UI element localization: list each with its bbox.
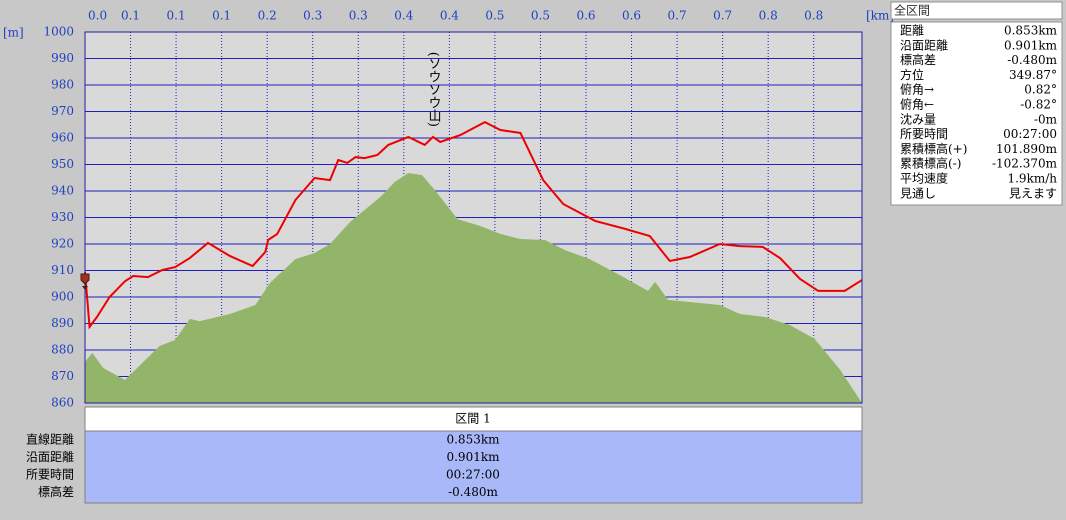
summary-label: 俯角→ — [900, 82, 934, 97]
summary-value: -0.480m — [1007, 53, 1057, 67]
summary-title-box — [890, 1, 1063, 20]
plot: (ソウソウ山) — [84, 31, 863, 404]
summary-value: -0.82° — [1020, 98, 1057, 112]
summary-value: 0.901km — [1004, 38, 1058, 52]
y-tick-label: 980 — [51, 78, 74, 92]
x-tick-label: 0.5 — [485, 9, 504, 23]
summary-value: 349.87° — [1009, 68, 1057, 82]
section-value: 0.853km — [446, 433, 500, 447]
section-header-box — [84, 406, 863, 432]
x-tick-label: 0.8 — [759, 9, 778, 23]
summary-label: 所要時間 — [900, 127, 948, 141]
summary-title: 全区間 — [894, 3, 930, 18]
summary-value: 00:27:00 — [1003, 127, 1057, 141]
y-tick-label: 920 — [51, 237, 74, 251]
section-value: 0.901km — [446, 450, 500, 464]
x-tick-label: 0.7 — [713, 9, 732, 23]
section-value: -0.480m — [448, 485, 498, 499]
x-tick-label: 0.4 — [394, 9, 413, 23]
summary-label: 累積標高(+) — [900, 141, 967, 156]
start-marker — [80, 273, 90, 290]
section-values-box — [84, 430, 863, 504]
summary-label: 標高差 — [900, 52, 936, 67]
y-tick-label: 890 — [51, 316, 74, 330]
summary-label: 見通し — [900, 186, 936, 200]
summary-label: 沈み量 — [900, 111, 936, 126]
y-tick-label: 990 — [51, 51, 74, 65]
y-tick-label: 960 — [51, 131, 74, 145]
y-tick-label: 950 — [51, 157, 74, 171]
x-tick-label: 0.0 — [88, 9, 107, 23]
section-label: 直線距離 — [26, 432, 74, 447]
terrain-area — [85, 172, 862, 403]
x-tick-label: 0.4 — [440, 9, 459, 23]
x-tick-label: 0.8 — [804, 9, 823, 23]
x-tick-label: 0.6 — [622, 9, 641, 23]
summary-value: 見えます — [1009, 186, 1057, 200]
summary-value: -0m — [1034, 112, 1058, 126]
section-label: 沿面距離 — [26, 450, 74, 464]
x-tick-label: 0.5 — [531, 9, 550, 23]
y-tick-label: 860 — [51, 396, 74, 410]
x-axis-label: [km] — [866, 9, 894, 23]
summary-label: 方位 — [900, 67, 924, 82]
x-tick-label: 0.3 — [349, 9, 368, 23]
y-tick-label: 1000 — [43, 25, 74, 39]
summary-box — [890, 21, 1063, 206]
summary-table: 距離 0.853km 沿面距離 0.901km 標高差 -0.480m 方位 349.87° 俯… — [900, 24, 1058, 201]
summary-label: 平均速度 — [900, 171, 948, 186]
summary-label: 距離 — [900, 24, 924, 38]
x-tick-label: 0.6 — [576, 9, 595, 23]
y-tick-label: 970 — [51, 104, 74, 118]
x-tick-label: 0.2 — [258, 9, 277, 23]
summary-value: 0.853km — [1004, 24, 1058, 38]
summary-label: 俯角← — [900, 97, 934, 112]
x-tick-label: 0.1 — [212, 9, 231, 23]
summary-value: 1.9km/h — [1007, 172, 1057, 186]
x-tick-label: 0.1 — [121, 9, 140, 23]
section-label: 標高差 — [38, 484, 74, 499]
y-tick-label: 930 — [51, 210, 74, 224]
route-line — [84, 120, 863, 330]
x-tick-label: 0.3 — [303, 9, 322, 23]
annotation: (ソウソウ山) — [425, 52, 440, 127]
summary-label: 累積標高(-) — [900, 156, 961, 171]
section-header: 区間 1 — [455, 412, 490, 426]
x-tick-label: 0.1 — [167, 9, 186, 23]
x-tick-label: 0.7 — [668, 9, 687, 23]
summary-value: 0.82° — [1024, 83, 1057, 97]
plot-border — [84, 31, 863, 404]
y-tick-label: 900 — [51, 290, 74, 304]
y-tick-label: 880 — [51, 343, 74, 357]
y-axis-label: [m] — [3, 26, 24, 40]
section-label: 所要時間 — [26, 468, 74, 482]
section-value: 00:27:00 — [446, 468, 500, 482]
y-tick-label: 870 — [51, 369, 74, 383]
summary-label: 沿面距離 — [900, 38, 948, 52]
summary-value: -102.370m — [992, 157, 1058, 171]
y-tick-label: 940 — [51, 184, 74, 198]
section-table: 直線距離 0.853km 沿面距離 0.901km 所要時間 00:27:00 標高差 -0.… — [26, 432, 500, 500]
summary-value: 101.890m — [996, 142, 1058, 156]
y-tick-label: 910 — [51, 263, 74, 277]
